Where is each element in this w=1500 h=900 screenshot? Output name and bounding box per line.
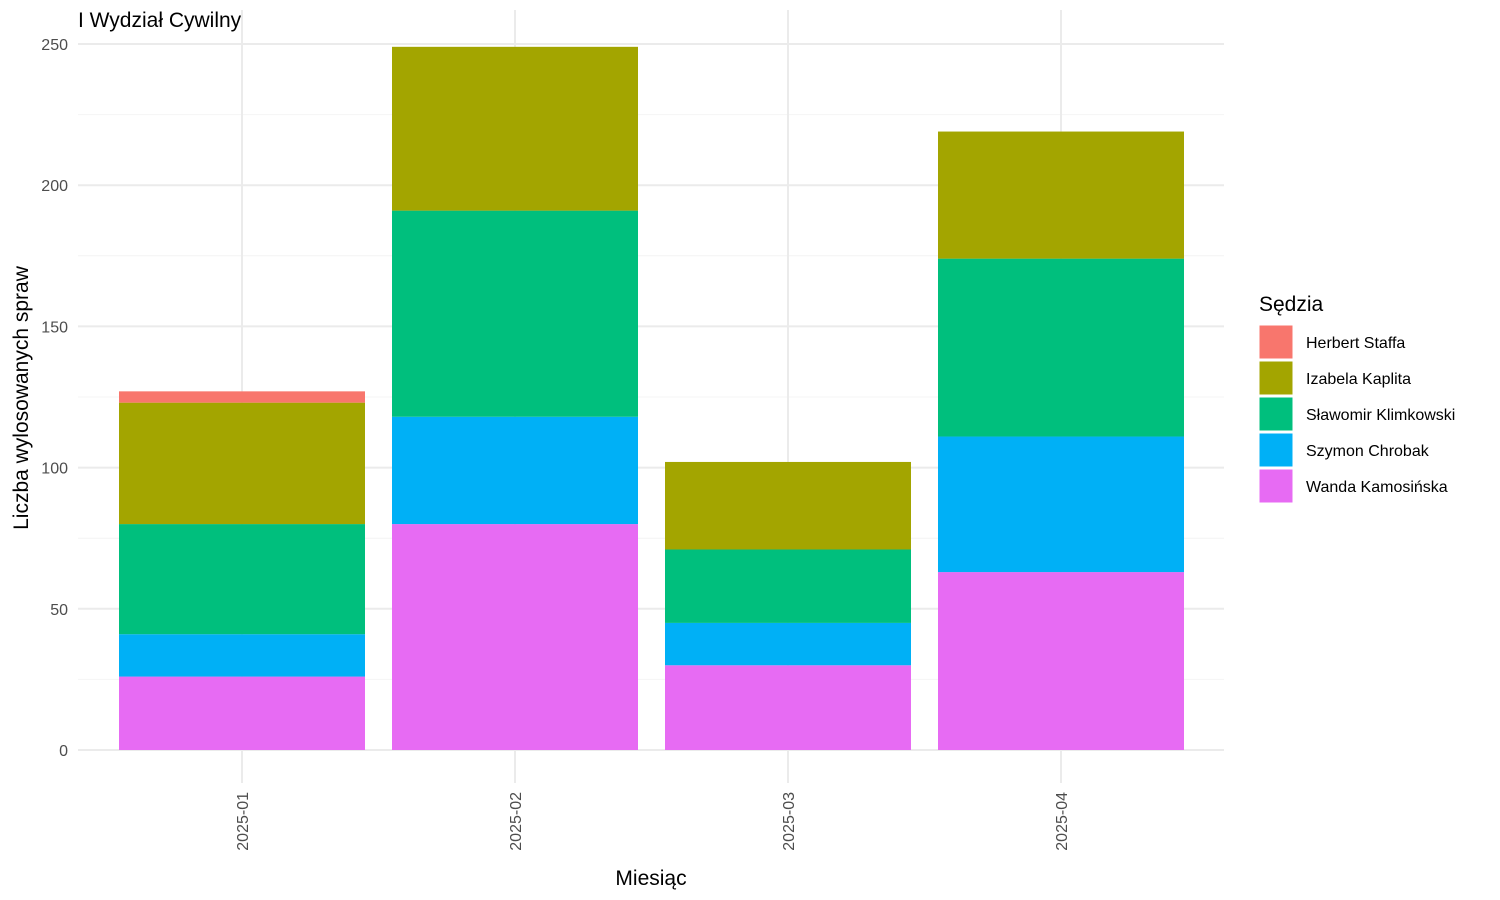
bar-segment: [119, 524, 365, 635]
x-tick-label: 2025-04: [1054, 792, 1071, 851]
bar-segment: [392, 210, 638, 417]
legend-key: [1258, 396, 1294, 432]
legend-title: Sędzia: [1259, 293, 1324, 316]
legend-label: Izabela Kaplita: [1306, 371, 1411, 388]
bar-segment: [392, 524, 638, 750]
x-tick-label: 2025-02: [508, 792, 525, 851]
bar-segment: [665, 461, 911, 550]
bar-segment: [938, 258, 1184, 437]
x-tick-label: 2025-03: [781, 792, 798, 851]
legend-label: Sławomir Klimkowski: [1306, 407, 1455, 424]
bar-segment: [392, 416, 638, 525]
y-tick-label: 250: [41, 37, 68, 54]
legend-key: [1258, 324, 1294, 360]
legend: Sędzia Herbert Staffa Izabela Kaplita Sław…: [1258, 293, 1455, 504]
y-tick-label: 50: [50, 602, 68, 619]
y-tick-label: 150: [41, 319, 68, 336]
bar-segment: [665, 665, 911, 750]
bar-segment: [938, 436, 1184, 573]
bar-segment: [392, 46, 638, 211]
bar-segment: [119, 634, 365, 677]
legend-label: Wanda Kamosińska: [1306, 479, 1448, 496]
bar-segment: [665, 622, 911, 666]
legend-key: [1258, 468, 1294, 504]
y-axis-ticks: 0 50 100 150 200 250: [41, 37, 68, 760]
chart-title: I Wydział Cywilny: [78, 9, 242, 32]
bar-segment: [119, 402, 365, 525]
legend-key: [1258, 432, 1294, 468]
y-tick-label: 200: [41, 178, 68, 195]
x-tick-label: 2025-01: [235, 792, 252, 851]
bar-segment: [119, 391, 365, 403]
bar-segment: [119, 676, 365, 750]
x-axis-ticks: 2025-01 2025-02 2025-03 2025-04: [235, 792, 1071, 851]
y-tick-label: 100: [41, 461, 68, 478]
bars: [119, 46, 1184, 750]
x-axis-title: Miesiąc: [615, 867, 686, 890]
legend-key: [1258, 360, 1294, 396]
y-axis-title: Liczba wylosowanych spraw: [10, 265, 33, 530]
legend-label: Szymon Chrobak: [1306, 443, 1430, 460]
bar-segment: [938, 131, 1184, 259]
bar-segment: [665, 549, 911, 623]
bar-segment: [938, 572, 1184, 750]
legend-items: Herbert Staffa Izabela Kaplita Sławomir Kl…: [1258, 324, 1455, 504]
legend-label: Herbert Staffa: [1306, 335, 1405, 352]
y-tick-label: 0: [59, 743, 68, 760]
